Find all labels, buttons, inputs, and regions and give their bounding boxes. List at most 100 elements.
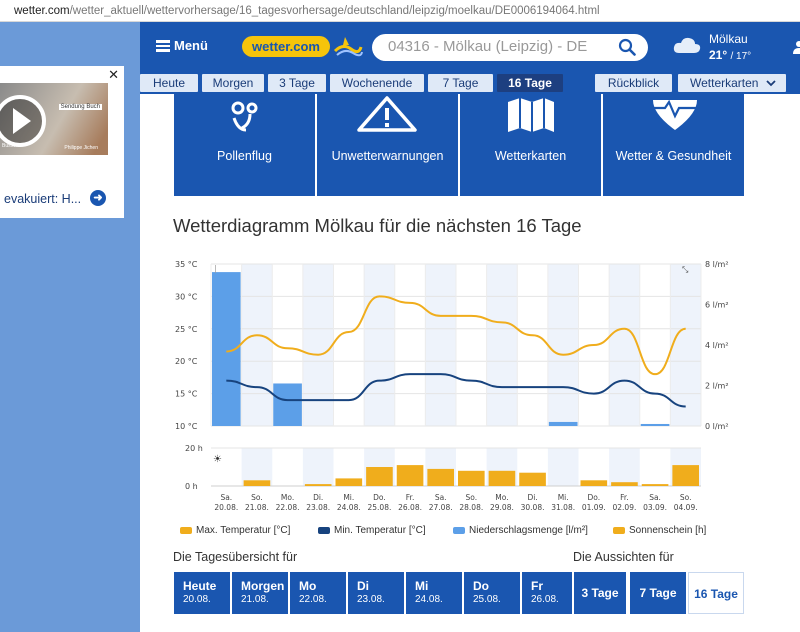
sunshine-bar <box>580 480 608 486</box>
sunshine-bars <box>243 465 699 486</box>
address-bar[interactable]: wetter.com/wetter_aktuell/wettervorhersa… <box>0 0 800 22</box>
x-tick-day: Di. <box>313 493 323 502</box>
sunshine-bar <box>304 484 332 486</box>
tab-wetterkarten-label: Wetterkarten <box>690 76 759 90</box>
y-right-tick: 8 l/m² <box>705 260 729 269</box>
x-tick-date: 28.08. <box>459 503 483 512</box>
y-left-tick: 25 °C <box>175 325 198 334</box>
expand-icon: ⤡ <box>682 265 689 274</box>
precip-bar <box>640 423 670 426</box>
x-tick-day: Do. <box>588 493 601 502</box>
current-weather[interactable]: Mölkau 21° / 17° <box>672 30 792 66</box>
sunshine-bar <box>458 470 485 486</box>
tab-heute[interactable]: Heute <box>140 74 198 92</box>
tab-7-tage[interactable]: 7 Tage <box>428 74 493 92</box>
day-button-fr[interactable]: Fr 26.08. <box>522 572 572 614</box>
overview-heading: Die Tagesübersicht für <box>173 550 298 564</box>
tile-pollenflug[interactable]: Pollenflug <box>174 94 315 196</box>
x-tick-day: Sa. <box>435 493 447 502</box>
menu-label: Menü <box>174 38 208 54</box>
x-tick-day: Fr. <box>406 493 415 502</box>
tile-wetterkarten[interactable]: Wetterkarten <box>460 94 601 196</box>
x-tick-date: 25.08. <box>368 503 392 512</box>
day-button-di[interactable]: Di 23.08. <box>348 572 404 614</box>
day-button-mo[interactable]: Mo 22.08. <box>290 572 346 614</box>
x-tick-date: 29.08. <box>490 503 514 512</box>
day-button-mi[interactable]: Mi 24.08. <box>406 572 462 614</box>
min-temp-line <box>226 373 686 408</box>
hamburger-icon <box>156 38 170 54</box>
sunshine-bar <box>641 484 669 486</box>
play-icon[interactable] <box>0 95 46 147</box>
x-tick-date: 03.09. <box>643 503 667 512</box>
site-logo[interactable]: wetter.com <box>242 36 330 57</box>
search-icon[interactable] <box>618 38 636 56</box>
x-axis-labels: Sa.20.08.So.21.08.Mo.22.08.Di.23.08.Mi.2… <box>214 493 697 512</box>
current-place: Mölkau <box>709 32 748 46</box>
temp-lines <box>226 295 686 408</box>
y-right-tick: 6 l/m² <box>705 301 729 310</box>
ad-tag: Sendung Buch <box>58 104 102 110</box>
tile-wetter-gesundheit[interactable]: Wetter & Gesundheit <box>603 94 744 196</box>
outlook-3-tage-button[interactable]: 3 Tage <box>574 572 626 614</box>
tab-rueckblick[interactable]: Rückblick <box>595 74 672 92</box>
y-left-tick: 35 °C <box>175 260 198 269</box>
day-button-heute[interactable]: Heute 20.08. <box>174 572 230 614</box>
day-band <box>425 264 456 426</box>
day-band <box>486 264 518 426</box>
precip-bar <box>548 421 578 426</box>
tab-3-tage[interactable]: 3 Tage <box>268 74 326 92</box>
legend-min-temp: Min. Temperatur [°C] <box>318 525 426 536</box>
y-right-tick: 0 l/m² <box>705 422 729 431</box>
tab-wochenende[interactable]: Wochenende <box>330 74 424 92</box>
x-tick-day: Sa. <box>649 493 661 502</box>
day-band <box>364 264 395 426</box>
ad-overlay-text: Bussole <box>2 143 20 149</box>
close-icon[interactable]: ✕ <box>108 67 119 82</box>
x-tick-date: 31.08. <box>551 503 575 512</box>
video-thumbnail[interactable]: Sendung Buch Philippe Jichen Bussole <box>0 83 108 155</box>
day-band <box>547 448 579 486</box>
outlook-7-tage-button[interactable]: 7 Tage <box>630 572 686 614</box>
ad-caption[interactable]: evakuiert: H... <box>4 192 82 206</box>
location-search-input[interactable]: 04316 - Mölkau (Leipzig) - DE <box>372 34 648 61</box>
arrow-right-icon[interactable]: ➜ <box>90 190 106 206</box>
y-right-tick: 4 l/m² <box>705 341 729 350</box>
day-button-morgen[interactable]: Morgen 21.08. <box>232 572 288 614</box>
x-tick-day: Mi. <box>343 493 354 502</box>
tab-16-tage[interactable]: 16 Tage <box>497 74 563 92</box>
main-content: Pollenflug Unwetterwarnungen Wetterkarte… <box>140 94 800 632</box>
sun-icon: ☀ <box>213 454 222 465</box>
x-tick-date: 22.08. <box>276 503 300 512</box>
x-tick-date: 26.08. <box>398 503 422 512</box>
sunshine-bar <box>335 478 363 486</box>
sun-tick: 20 h <box>185 444 203 453</box>
rain-drop-icon: ❘ <box>212 264 219 273</box>
day-band <box>609 264 640 426</box>
chart-legend: Max. Temperatur [°C] Min. Temperatur [°C… <box>180 523 760 539</box>
chevron-down-icon <box>766 80 776 87</box>
forecast-tabs: Heute Morgen 3 Tage Wochenende 7 Tage 16… <box>140 72 800 94</box>
tab-morgen[interactable]: Morgen <box>202 74 264 92</box>
x-tick-date: 02.09. <box>613 503 637 512</box>
day-button-do[interactable]: Do 25.08. <box>464 572 520 614</box>
x-tick-date: 01.09. <box>582 503 606 512</box>
tab-wetterkarten[interactable]: Wetterkarten <box>678 74 786 92</box>
legend-sunshine: Sonnenschein [h] <box>613 525 706 536</box>
current-temp: 21° / 17° <box>709 48 752 62</box>
tile-unwetter-label: Unwetterwarnungen <box>331 149 444 163</box>
x-tick-date: 23.08. <box>306 503 330 512</box>
url-path: /wetter_aktuell/wettervorhersage/16_tage… <box>69 5 600 17</box>
video-ad[interactable]: ✕ Sendung Buch Philippe Jichen Bussole e… <box>0 66 124 218</box>
tile-pollenflug-label: Pollenflug <box>217 149 272 163</box>
x-tick-day: Mo. <box>281 493 294 502</box>
outlook-16-tage-button[interactable]: 16 Tage <box>688 572 744 614</box>
x-tick-date: 27.08. <box>429 503 453 512</box>
y-left-tick: 30 °C <box>175 292 198 301</box>
user-icon[interactable] <box>792 40 800 54</box>
sunshine-bar <box>243 480 271 486</box>
logo-wave-icon <box>333 37 363 57</box>
day-band <box>302 264 334 426</box>
menu-button[interactable]: Menü <box>156 38 208 54</box>
tile-unwetterwarnungen[interactable]: Unwetterwarnungen <box>317 94 458 196</box>
